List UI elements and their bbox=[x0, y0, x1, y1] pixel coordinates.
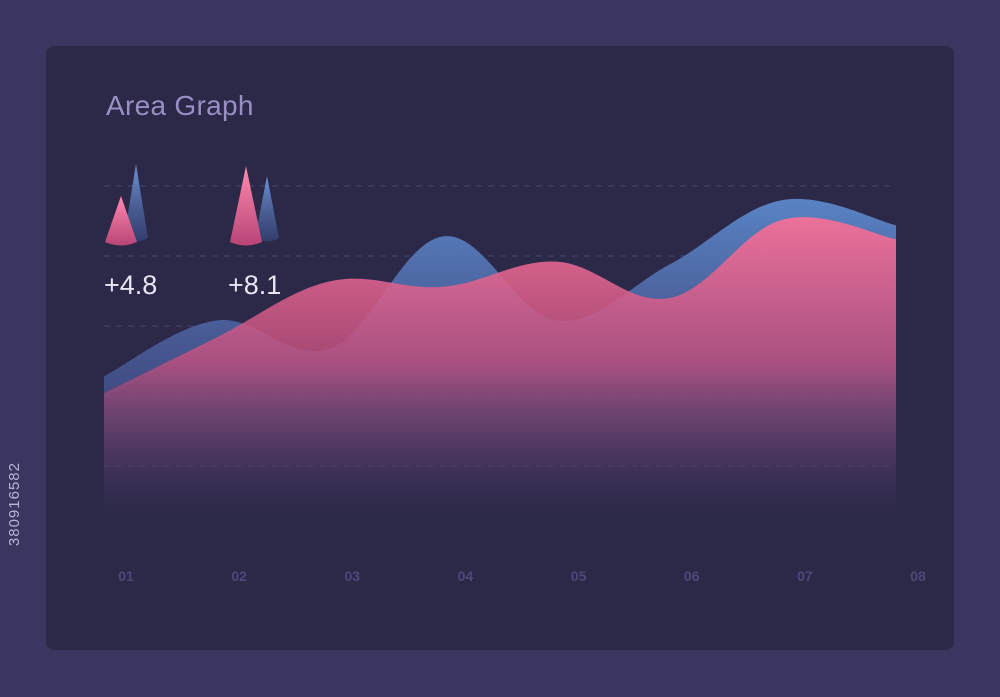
x-tick-label: 07 bbox=[797, 568, 813, 584]
chart-title: Area Graph bbox=[106, 90, 254, 121]
area-series-2 bbox=[104, 217, 896, 536]
stat-value-1: +4.8 bbox=[104, 270, 158, 300]
chart-series bbox=[103, 198, 897, 536]
x-tick-label: 08 bbox=[910, 568, 926, 584]
x-tick-label: 01 bbox=[118, 568, 134, 584]
x-axis: 01 02 03 04 05 06 07 08 bbox=[118, 568, 926, 584]
x-tick-label: 04 bbox=[458, 568, 474, 584]
side-identifier: 380916582 bbox=[6, 462, 23, 547]
x-tick-label: 03 bbox=[344, 568, 360, 584]
x-tick-label: 05 bbox=[571, 568, 587, 584]
stat-1-pink-cone bbox=[105, 196, 137, 246]
x-tick-label: 02 bbox=[231, 568, 247, 584]
stat-2-blue-cone bbox=[255, 176, 279, 242]
stat-value-2: +8.1 bbox=[228, 270, 282, 300]
stat-icons bbox=[105, 164, 279, 246]
chart-panel: Area Graph 01 02 03 04 05 bbox=[46, 46, 954, 650]
stat-2-pink-cone bbox=[230, 166, 262, 246]
x-tick-label: 06 bbox=[684, 568, 700, 584]
area-chart: 01 02 03 04 05 06 07 08 bbox=[103, 164, 926, 584]
